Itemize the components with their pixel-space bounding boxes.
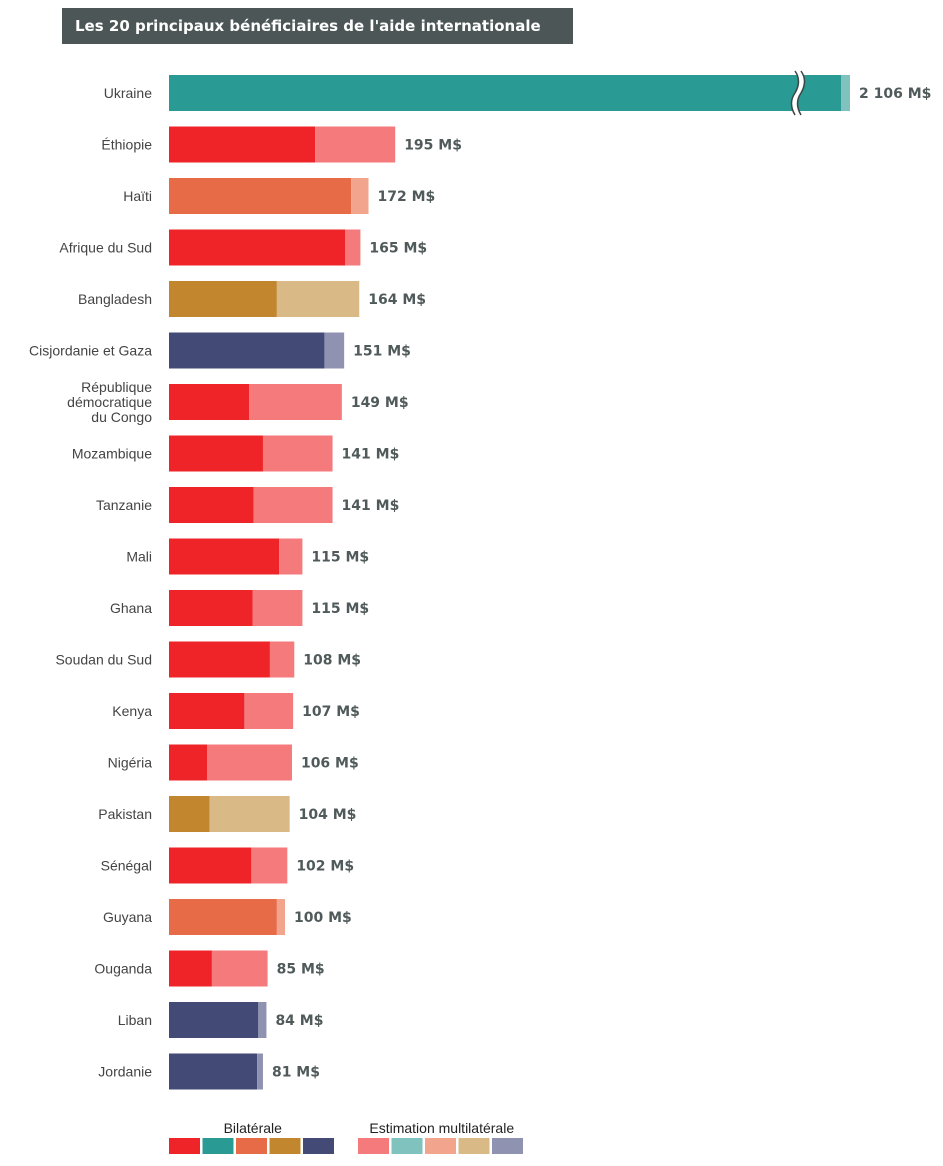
bar-bilateral-liban	[169, 1002, 259, 1038]
bar-bilateral-haiti	[169, 178, 352, 214]
value-label-pakistan: 104 M$	[299, 807, 357, 823]
value-label-senegal: 102 M$	[296, 859, 354, 875]
country-label-mali: Mali	[126, 549, 152, 565]
country-label-jordanie: Jordanie	[98, 1064, 152, 1080]
legend-swatch-bilateral-3	[236, 1138, 267, 1154]
value-label-nigeria: 106 M$	[301, 756, 359, 772]
bar-bilateral-ethiopie	[169, 126, 316, 163]
bar-bilateral-jordanie	[169, 1053, 258, 1090]
bar-multilateral-republique-democratique-du-congo	[249, 384, 342, 420]
value-label-republique-democratique-du-congo: 149 M$	[351, 395, 409, 411]
bar-bilateral-kenya	[169, 693, 245, 729]
country-label-soudan-du-sud: Soudan du Sud	[55, 652, 152, 668]
value-label-haiti: 172 M$	[378, 189, 436, 205]
axis-break-line-left	[790, 70, 800, 116]
country-label-ethiopie: Éthiopie	[101, 137, 152, 153]
bar-multilateral-soudan-du-sud	[269, 641, 295, 678]
bar-bilateral-ouganda	[169, 950, 212, 987]
bar-multilateral-mozambique	[262, 435, 333, 472]
legend-swatch-multilateral-4	[458, 1138, 490, 1154]
bar-multilateral-bangladesh	[276, 281, 360, 317]
legend-swatch-multilateral-3	[425, 1138, 456, 1154]
legend-swatch-bilateral-4	[269, 1138, 301, 1154]
bar-multilateral-liban	[258, 1002, 267, 1038]
country-label-tanzanie: Tanzanie	[96, 497, 152, 513]
bar-bilateral-ukraine	[169, 75, 841, 111]
country-label-liban: Liban	[118, 1012, 152, 1028]
bar-bilateral-ghana	[169, 590, 253, 626]
value-label-ukraine: 2 106 M$	[859, 86, 931, 102]
bar-bilateral-mozambique	[169, 435, 263, 472]
bar-multilateral-haiti	[351, 178, 369, 214]
bar-multilateral-ethiopie	[315, 126, 396, 163]
country-label-haiti: Haïti	[123, 188, 152, 204]
bar-bilateral-tanzanie	[169, 487, 254, 523]
country-label-mozambique: Mozambique	[72, 446, 152, 462]
bar-bilateral-pakistan	[169, 796, 210, 832]
bar-bilateral-bangladesh	[169, 281, 277, 317]
value-label-mozambique: 141 M$	[342, 447, 400, 463]
value-label-afrique-du-sud: 165 M$	[369, 241, 427, 257]
bar-bilateral-nigeria	[169, 744, 208, 781]
country-label-ukraine: Ukraine	[104, 85, 152, 101]
bar-multilateral-ghana	[252, 590, 303, 626]
country-label-ghana: Ghana	[110, 600, 152, 616]
value-label-guyana: 100 M$	[294, 910, 352, 926]
bar-multilateral-cisjordanie-et-gaza	[324, 332, 345, 369]
bar-bilateral-mali	[169, 538, 280, 575]
bar-bilateral-republique-democratique-du-congo	[169, 384, 250, 420]
country-label-kenya: Kenya	[112, 703, 152, 719]
legend-title-multilateral: Estimation multilatérale	[369, 1120, 514, 1136]
bar-multilateral-mali	[279, 538, 303, 575]
value-label-kenya: 107 M$	[302, 704, 360, 720]
bar-multilateral-nigeria	[207, 744, 292, 781]
bar-multilateral-afrique-du-sud	[345, 229, 361, 266]
bar-multilateral-ukraine	[841, 75, 850, 111]
bar-bilateral-soudan-du-sud	[169, 641, 270, 678]
value-label-bangladesh: 164 M$	[368, 292, 426, 308]
bar-multilateral-jordanie	[257, 1053, 263, 1090]
bar-multilateral-guyana	[276, 899, 285, 935]
country-label-cisjordanie-et-gaza: Cisjordanie et Gaza	[29, 343, 152, 359]
bar-multilateral-kenya	[244, 693, 294, 729]
bar-multilateral-tanzanie	[253, 487, 333, 523]
country-label-nigeria: Nigéria	[108, 755, 153, 771]
country-label-bangladesh: Bangladesh	[78, 291, 152, 307]
value-label-ethiopie: 195 M$	[404, 138, 462, 154]
value-label-tanzanie: 141 M$	[342, 498, 400, 514]
country-label-republique-democratique-du-congo: République démocratique du Congo	[67, 379, 152, 425]
value-label-soudan-du-sud: 108 M$	[303, 653, 361, 669]
bar-bilateral-senegal	[169, 847, 252, 884]
legend-swatch-bilateral-2	[202, 1138, 234, 1154]
bar-multilateral-senegal	[251, 847, 288, 884]
bar-bilateral-cisjordanie-et-gaza	[169, 332, 325, 369]
value-label-ghana: 115 M$	[311, 601, 369, 617]
value-label-cisjordanie-et-gaza: 151 M$	[353, 344, 411, 360]
axis-break-marker	[791, 71, 805, 115]
value-label-jordanie: 81 M$	[272, 1065, 320, 1081]
bar-bilateral-afrique-du-sud	[169, 229, 346, 266]
country-label-pakistan: Pakistan	[98, 806, 152, 822]
bar-multilateral-pakistan	[209, 796, 290, 832]
bar-bilateral-guyana	[169, 899, 277, 935]
legend-swatch-bilateral-1	[169, 1138, 200, 1154]
value-label-ouganda: 85 M$	[277, 962, 325, 978]
country-label-ouganda: Ouganda	[94, 961, 152, 977]
legend-title-bilateral: Bilatérale	[224, 1120, 283, 1136]
axis-break-line-right	[796, 70, 806, 116]
bar-multilateral-ouganda	[211, 950, 268, 987]
legend-swatch-multilateral-5	[492, 1138, 523, 1154]
value-label-liban: 84 M$	[275, 1013, 323, 1029]
legend-swatch-multilateral-2	[391, 1138, 423, 1154]
value-label-mali: 115 M$	[311, 550, 369, 566]
country-label-senegal: Sénégal	[101, 858, 152, 874]
legend-swatch-multilateral-1	[358, 1138, 389, 1154]
country-label-guyana: Guyana	[103, 909, 152, 925]
chart-title: Les 20 principaux bénéficiaires de l'aid…	[62, 8, 573, 44]
legend-swatch-bilateral-5	[303, 1138, 334, 1154]
country-label-afrique-du-sud: Afrique du Sud	[59, 240, 152, 256]
